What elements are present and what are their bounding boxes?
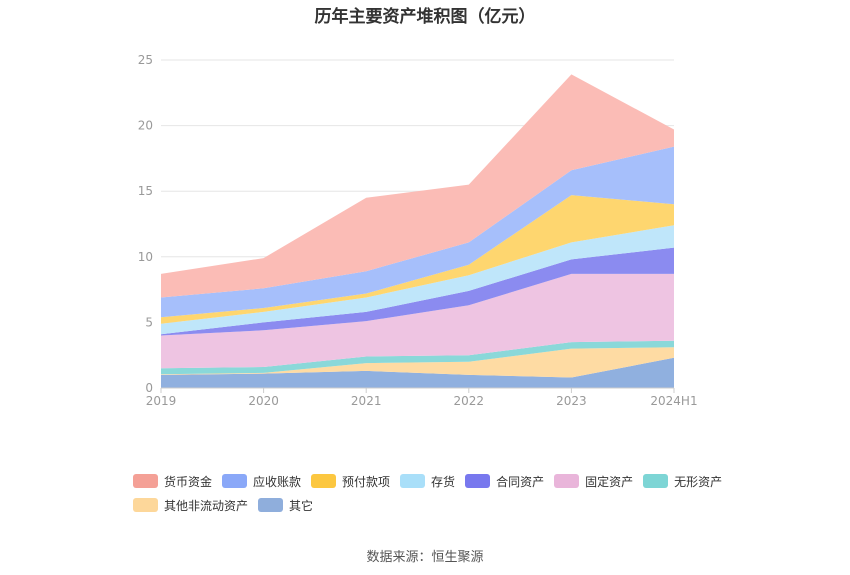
legend-swatch xyxy=(133,498,158,512)
y-tick-label: 5 xyxy=(145,315,153,329)
area-series-5 xyxy=(161,247,674,336)
x-tick-label: 2019 xyxy=(146,394,177,408)
legend-label: 固定资产 xyxy=(585,474,634,489)
x-tick-label: 2020 xyxy=(248,394,279,408)
area-series-9 xyxy=(161,74,674,298)
data-source: 数据来源：恒生聚源 xyxy=(366,550,484,565)
legend-item[interactable]: 固定资产 xyxy=(554,472,633,490)
legend-label: 应收账款 xyxy=(253,474,302,489)
area-series-6 xyxy=(161,225,674,335)
legend-label: 其它 xyxy=(289,498,314,513)
legend-item[interactable]: 无形资产 xyxy=(643,472,722,490)
chart-legend: 货币资金 应收账款 预付款项 存货 合同资产 固定资产 无形资产其他非流动资产 其它 xyxy=(133,472,753,514)
y-tick-label: 25 xyxy=(138,53,153,67)
legend-item[interactable]: 货币资金 xyxy=(133,472,212,490)
x-tick-label: 2024H1 xyxy=(650,394,697,408)
legend-label: 存货 xyxy=(431,474,456,489)
y-tick-label: 10 xyxy=(138,250,153,264)
legend-swatch xyxy=(311,474,337,488)
y-tick-label: 15 xyxy=(138,184,153,198)
chart-title: 历年主要资产堆积图（亿元） xyxy=(314,7,536,27)
area-series-2 xyxy=(161,347,674,378)
legend-swatch xyxy=(400,474,426,488)
legend-item[interactable]: 预付款项 xyxy=(311,472,390,490)
legend-item[interactable]: 其他非流动资产 xyxy=(133,496,248,514)
legend-swatch xyxy=(133,474,158,488)
area-series-7 xyxy=(161,195,674,324)
legend-item[interactable]: 其它 xyxy=(258,496,313,514)
legend-item[interactable]: 应收账款 xyxy=(222,472,301,490)
legend-label: 无形资产 xyxy=(674,474,723,489)
y-tick-label: 0 xyxy=(145,381,153,395)
x-tick-label: 2022 xyxy=(454,394,485,408)
legend-item[interactable]: 合同资产 xyxy=(465,472,544,490)
area-series-8 xyxy=(161,146,674,318)
y-tick-label: 20 xyxy=(138,119,153,133)
area-series-4 xyxy=(161,273,674,369)
legend-swatch xyxy=(554,474,580,488)
x-tick-label: 2023 xyxy=(556,394,587,408)
legend-swatch xyxy=(465,474,491,488)
legend-item[interactable]: 存货 xyxy=(400,472,455,490)
area-series-layer xyxy=(161,74,674,388)
legend-label: 合同资产 xyxy=(496,474,545,489)
x-tick-label: 2021 xyxy=(351,394,382,408)
legend-swatch xyxy=(222,474,248,488)
area-series-3 xyxy=(161,340,674,375)
axes: 0 5 10 15 20 25 2019 2020 2021 2022 2023 2024H1 xyxy=(138,53,698,408)
legend-swatch xyxy=(643,474,669,488)
legend-label: 其他非流动资产 xyxy=(164,498,249,513)
legend-label: 预付款项 xyxy=(342,474,391,489)
legend-swatch xyxy=(258,498,284,512)
legend-label: 货币资金 xyxy=(164,474,213,489)
